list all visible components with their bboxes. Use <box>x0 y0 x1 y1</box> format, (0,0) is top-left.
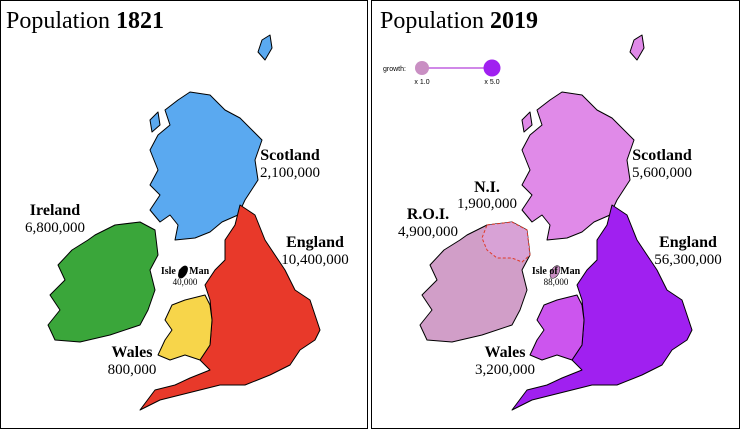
region-name: Scotland <box>260 147 320 164</box>
region-name: England <box>286 234 344 251</box>
region-name: Wales <box>485 344 526 361</box>
region-name: Wales <box>112 344 153 361</box>
panel-2019: Population 2019 growth: x 1.0 x 5.0 Scot… <box>380 8 722 411</box>
region-name: Isle of Man <box>161 266 210 277</box>
panel-1821: Population 1821 Scotland 2,100,000 Engla… <box>6 8 349 411</box>
region-name: England <box>659 234 717 251</box>
region-population: 1,900,000 <box>457 196 517 212</box>
region-population: 800,000 <box>108 362 157 378</box>
region-population: 10,400,000 <box>281 252 349 268</box>
title-text: Population <box>380 8 484 34</box>
title-year: 1821 <box>116 8 164 34</box>
legend-min: x 1.0 <box>414 79 429 86</box>
legend-max-dot <box>483 59 501 77</box>
wales-shape <box>529 294 585 361</box>
ireland-shape <box>47 221 159 343</box>
region-name: Isle of Man <box>532 266 581 277</box>
panel-title: Population 1821 <box>6 8 164 34</box>
region-population: 2,100,000 <box>260 165 320 181</box>
region-population: 4,900,000 <box>398 224 458 240</box>
region-name: Ireland <box>30 202 80 219</box>
title-text: Population <box>6 8 110 34</box>
wales-shape <box>157 294 213 361</box>
title-year: 2019 <box>490 8 538 34</box>
region-population: 3,200,000 <box>475 362 535 378</box>
region-population: 5,600,000 <box>632 165 692 181</box>
region-name: N.I. <box>474 179 500 196</box>
region-population: 88,000 <box>544 277 569 287</box>
panel-title: Population 2019 <box>380 8 538 34</box>
legend: growth: x 1.0 x 5.0 <box>383 59 501 86</box>
region-population: 56,300,000 <box>654 252 722 268</box>
legend-min-dot <box>415 61 429 75</box>
region-name: R.O.I. <box>407 206 449 223</box>
legend-label: growth: <box>383 66 406 73</box>
legend-max: x 5.0 <box>484 79 499 86</box>
region-name: Scotland <box>632 147 692 164</box>
region-population: 6,800,000 <box>25 220 85 236</box>
region-population: 40,000 <box>173 277 198 287</box>
